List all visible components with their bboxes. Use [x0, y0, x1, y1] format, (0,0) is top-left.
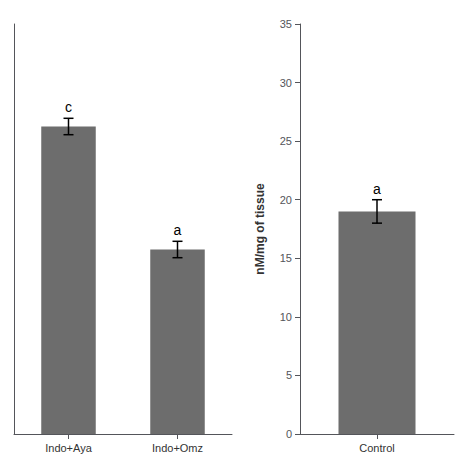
svg-text:0: 0 [286, 428, 292, 440]
svg-text:nM/mg of tissue: nM/mg of tissue [253, 183, 267, 275]
svg-text:a: a [174, 222, 182, 238]
svg-text:30: 30 [280, 77, 292, 89]
svg-text:c: c [65, 99, 72, 115]
svg-text:5: 5 [286, 369, 292, 381]
svg-text:25: 25 [280, 135, 292, 147]
svg-text:15: 15 [280, 252, 292, 264]
svg-text:Control: Control [359, 442, 394, 454]
svg-text:20: 20 [280, 194, 292, 206]
svg-text:Indo+Aya: Indo+Aya [45, 442, 92, 454]
svg-text:Indo+Omz: Indo+Omz [152, 442, 203, 454]
svg-text:10: 10 [280, 311, 292, 323]
svg-text:35: 35 [280, 18, 292, 30]
svg-text:a: a [373, 181, 381, 197]
